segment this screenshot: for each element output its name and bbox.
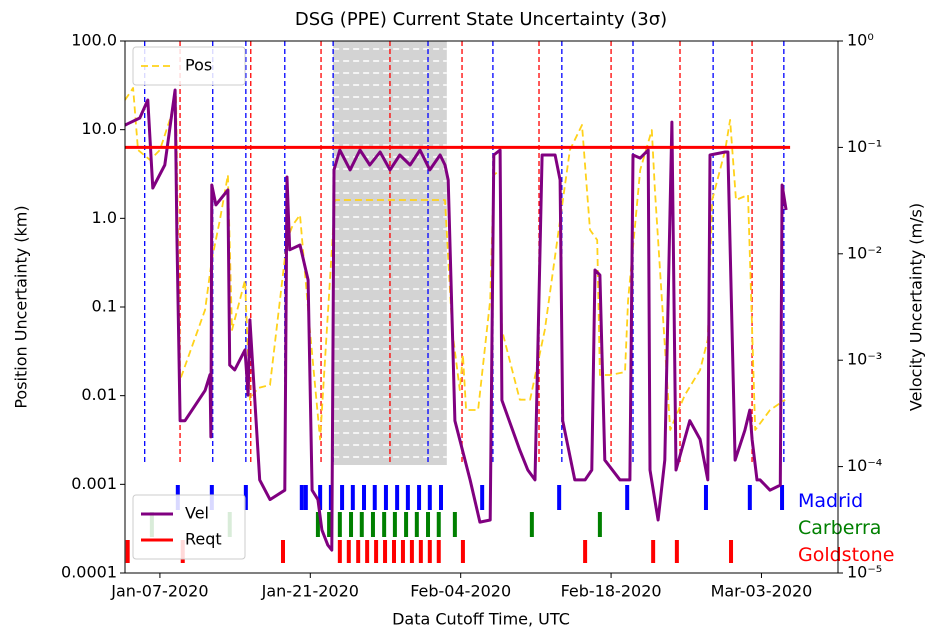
y-tick-label: 1.0 xyxy=(92,208,117,227)
pass-bar xyxy=(337,540,342,563)
legend-box xyxy=(132,46,246,86)
pass-bar xyxy=(436,540,441,563)
pass-bar xyxy=(426,512,431,537)
station-label: Madrid xyxy=(798,490,863,512)
y2-tick-label: 10⁻² xyxy=(847,243,882,262)
y-tick-label: 100.0 xyxy=(71,31,117,50)
pass-bar xyxy=(243,485,248,510)
pass-bar xyxy=(382,512,387,537)
y2-tick-label: 10⁻³ xyxy=(847,350,882,369)
pass-bar xyxy=(365,540,370,563)
pass-bar xyxy=(452,512,457,537)
pass-bar xyxy=(327,512,332,537)
pass-bar xyxy=(480,485,485,510)
pass-bar xyxy=(418,540,423,563)
pass-bar xyxy=(409,540,414,563)
pass-bar xyxy=(349,512,354,537)
pass-bar xyxy=(392,512,397,537)
pass-bar xyxy=(427,485,432,510)
x-tick-label: Jan-07-2020 xyxy=(110,582,208,601)
x-tick-label: Feb-18-2020 xyxy=(561,582,662,601)
x-axis-label: Data Cutoff Time, UTC xyxy=(392,610,570,629)
pass-bar xyxy=(359,512,364,537)
pass-bar xyxy=(625,485,630,510)
pass-bar xyxy=(436,512,441,537)
pass-bar xyxy=(703,485,708,510)
pass-bar xyxy=(529,512,534,537)
pass-bar xyxy=(427,540,432,563)
x-tick-label: Jan-21-2020 xyxy=(261,582,359,601)
y2-tick-label: 10⁻¹ xyxy=(847,137,882,156)
pass-bar xyxy=(405,485,410,510)
pass-bar xyxy=(340,485,345,510)
pass-bar xyxy=(597,512,602,537)
y-tick-label: 0.0001 xyxy=(61,563,117,582)
pass-bar xyxy=(747,485,752,510)
pass-bar xyxy=(414,512,419,537)
pass-bar xyxy=(557,485,562,510)
pass-bar xyxy=(400,540,405,563)
pass-bar xyxy=(337,512,342,537)
pass-bar xyxy=(303,485,308,510)
pass-bar xyxy=(780,485,785,510)
pass-bar xyxy=(374,540,379,563)
y-tick-label: 0.001 xyxy=(71,474,117,493)
pass-bar xyxy=(417,485,422,510)
y2-tick-label: 10⁻⁵ xyxy=(847,563,882,582)
pass-bar xyxy=(674,540,679,563)
x-tick-label: Feb-04-2020 xyxy=(410,582,511,601)
y-axis-label: Position Uncertainty (km) xyxy=(12,205,31,408)
pass-bar xyxy=(370,512,375,537)
y2-tick-label: 10⁰ xyxy=(847,31,874,50)
pass-bar xyxy=(438,485,443,510)
y-tick-label: 10.0 xyxy=(81,119,117,138)
y-tick-label: 0.1 xyxy=(92,297,117,316)
pass-bar xyxy=(318,485,323,510)
y-tick-label: 0.01 xyxy=(81,385,117,404)
pass-bar xyxy=(383,540,388,563)
pass-bar xyxy=(315,512,320,537)
pass-bar xyxy=(346,540,351,563)
pass-bar xyxy=(280,540,285,563)
pass-bar xyxy=(583,540,588,563)
legend-label: Reqt xyxy=(185,530,222,549)
pass-bar xyxy=(391,540,396,563)
legend-label: Pos xyxy=(185,56,212,75)
pass-bar xyxy=(729,540,734,563)
pass-bar xyxy=(350,485,355,510)
legend-box xyxy=(132,494,246,560)
pass-bar xyxy=(404,512,409,537)
pass-bar xyxy=(651,540,656,563)
y2-tick-label: 10⁻⁴ xyxy=(847,456,882,475)
pass-bar xyxy=(362,485,367,510)
series-line xyxy=(124,88,788,552)
legend-label: Vel xyxy=(185,504,209,523)
pass-bar xyxy=(372,485,377,510)
pass-bar xyxy=(125,540,130,563)
station-label: Goldstone xyxy=(798,544,894,566)
station-label: Carberra xyxy=(798,517,881,539)
pass-bar xyxy=(383,485,388,510)
x-tick-label: Mar-03-2020 xyxy=(711,582,813,601)
pass-bar xyxy=(460,540,465,563)
chart-title: DSG (PPE) Current State Uncertainty (3σ) xyxy=(295,9,667,30)
pass-bar xyxy=(299,485,304,510)
y2-axis-label: Velocity Uncertainty (m/s) xyxy=(907,203,926,411)
pass-bar xyxy=(395,485,400,510)
pass-bar xyxy=(356,540,361,563)
